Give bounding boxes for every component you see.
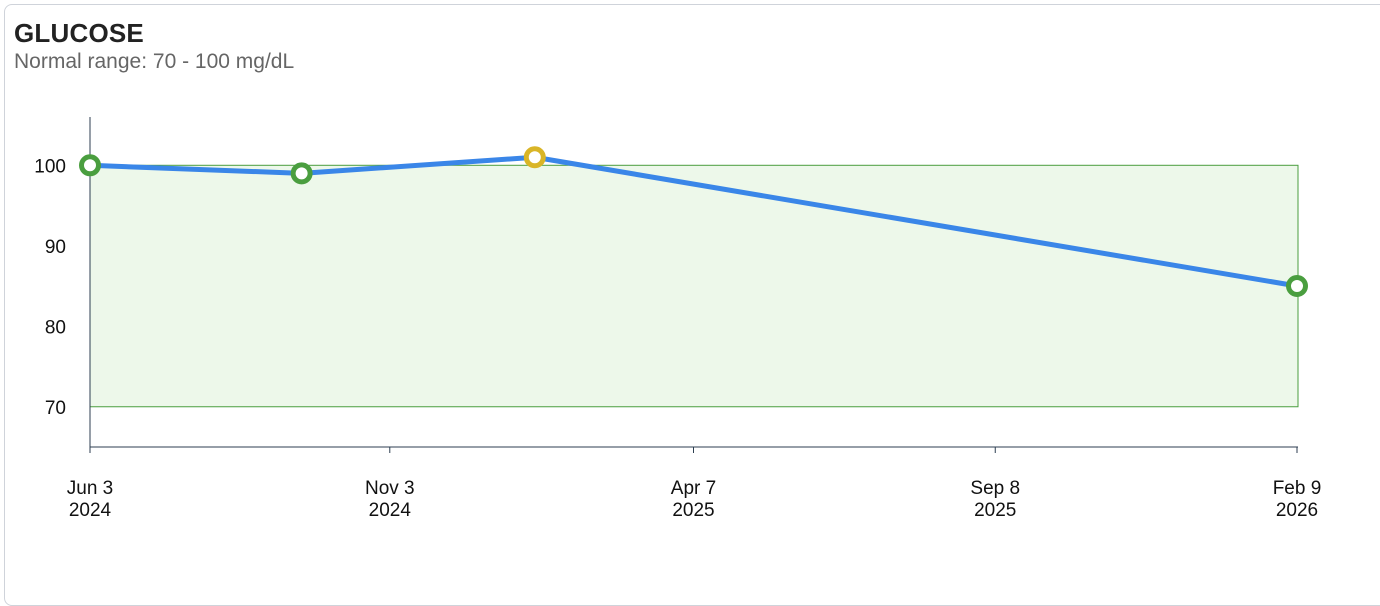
chart-title: GLUCOSE [14,18,144,48]
x-tick-year: 2026 [1276,500,1318,521]
glucose-series-line [89,154,1298,289]
y-tick-label: 70 [45,398,66,419]
y-tick-label: 90 [45,237,66,258]
x-tick-year: 2024 [69,500,112,521]
y-tick-label: 80 [45,317,66,338]
data-point-normal [290,162,313,185]
x-tick-label: Sep 8 [970,478,1020,499]
normal-range-band [89,164,1299,408]
data-point-normal [1286,275,1308,298]
data-point-high [523,146,546,169]
y-tick-label: 100 [34,156,66,177]
x-tick-year: 2025 [974,500,1016,521]
x-tick-label: Feb 9 [1273,478,1322,499]
data-point-normal [79,154,101,177]
x-tick-label: Apr 7 [671,478,716,499]
x-tick-label: Nov 3 [365,478,415,499]
x-tick-label: Jun 3 [67,478,113,499]
x-tick-year: 2024 [369,500,412,521]
chart-subtitle: Normal range: 70 - 100 mg/dL [14,50,295,73]
x-tick-year: 2025 [672,500,714,521]
